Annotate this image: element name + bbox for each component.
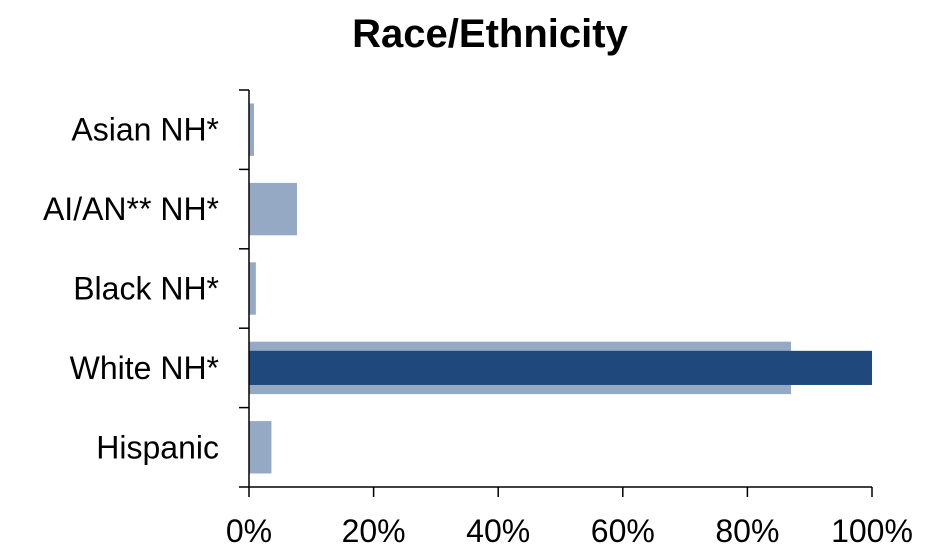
category-label-4: Hispanic [96,429,219,465]
x-tick-label-4: 80% [715,513,779,549]
bar-series1-2 [249,262,256,315]
bars [249,103,872,474]
x-tick-label-0: 0% [226,513,272,549]
category-label-1: AI/AN** NH* [43,191,219,227]
bar-series1-4 [249,421,272,474]
axes [239,89,873,497]
chart-title: Race/Ethnicity [352,12,628,56]
x-tick-label-5: 100% [831,513,913,549]
x-tick-label-1: 20% [342,513,406,549]
bar-series1-1 [249,182,297,236]
x-tick-label-3: 60% [591,513,655,549]
category-label-2: Black NH* [73,271,219,307]
category-label-3: White NH* [70,350,219,386]
bar-series2-3 [249,350,872,385]
x-tick-label-2: 40% [466,513,530,549]
bar-series1-0 [249,103,254,156]
labels: 0% 20% 40% 60% 80% 100% Asian NH* AI/AN** NH* Bl… [43,112,913,549]
category-label-0: Asian NH* [71,112,219,148]
